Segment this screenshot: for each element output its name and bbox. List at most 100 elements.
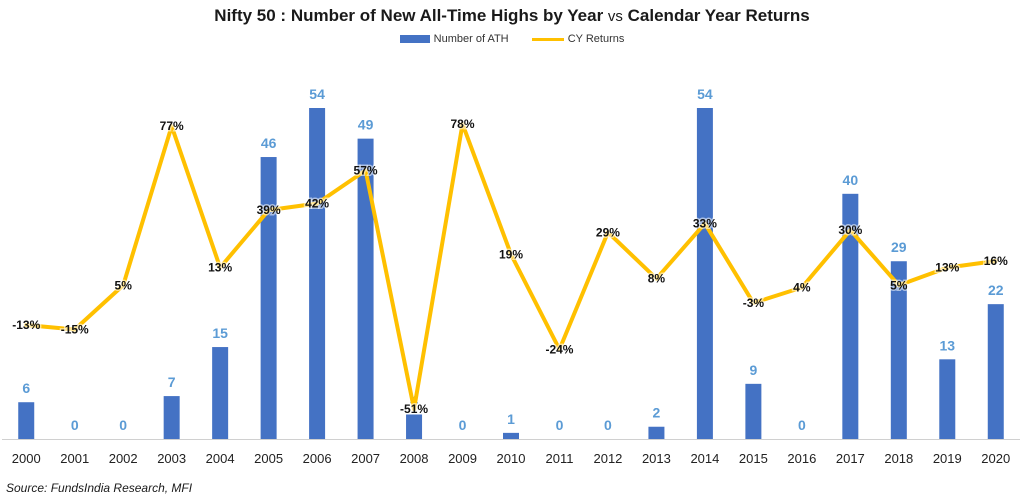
title-rest: Calendar Year Returns — [622, 6, 810, 25]
bar-data-label: 15 — [212, 325, 228, 341]
legend-swatch-returns — [531, 37, 564, 41]
returns-data-label: 5% — [115, 278, 133, 292]
bar-data-label: 0 — [71, 417, 79, 433]
bar — [842, 193, 859, 439]
bar — [503, 432, 519, 439]
title-main: Nifty 50 : Number of New All-Time Highs … — [214, 6, 608, 25]
x-tick-label: 2018 — [884, 451, 913, 466]
returns-point — [460, 122, 465, 126]
bar-data-label: 40 — [843, 172, 859, 188]
returns-point — [169, 124, 174, 129]
returns-point — [654, 276, 659, 281]
returns-data-label: -3% — [743, 296, 765, 310]
x-tick-label: 2014 — [690, 451, 719, 466]
chart-title: Nifty 50 : Number of New All-Time Highs … — [0, 6, 1024, 26]
bar — [890, 261, 907, 439]
x-tick-label: 2016 — [787, 451, 816, 466]
x-tick-label: 2013 — [642, 451, 671, 466]
returns-data-label: -13% — [12, 318, 40, 332]
returns-data-label: 78% — [451, 117, 475, 131]
x-tick-label: 2000 — [12, 451, 41, 466]
returns-data-label: -24% — [545, 342, 573, 356]
bar — [357, 138, 374, 440]
returns-data-label: 39% — [257, 203, 281, 217]
returns-point — [557, 347, 562, 352]
x-tick-label: 2010 — [497, 451, 526, 466]
bar-data-label: 1 — [507, 411, 515, 427]
source-note: Source: FundsIndia Research, MFI — [6, 481, 193, 495]
x-tick-label: 2004 — [206, 451, 235, 466]
bar-data-label: 0 — [798, 417, 806, 433]
returns-data-label: 30% — [838, 223, 862, 237]
returns-data-label: 8% — [648, 272, 666, 286]
returns-data-label: -51% — [400, 402, 428, 416]
returns-data-label: 13% — [935, 261, 959, 275]
x-tick-label: 2006 — [303, 451, 332, 466]
returns-point — [363, 168, 368, 173]
returns-point — [945, 265, 950, 270]
returns-point — [702, 221, 707, 226]
returns-point — [848, 228, 853, 233]
legend-label-ath: Number of ATH — [433, 33, 509, 46]
x-tick-label: 2002 — [109, 451, 138, 466]
bar — [648, 426, 665, 439]
bar-data-label: 54 — [697, 86, 713, 102]
bar-data-label: 22 — [988, 282, 1004, 298]
bar-data-label: 46 — [261, 135, 277, 151]
returns-point — [799, 285, 804, 290]
bar-data-label: 54 — [309, 86, 325, 102]
bar — [309, 108, 326, 439]
legend-label-returns: CY Returns — [567, 33, 625, 46]
returns-data-label: 4% — [793, 280, 811, 294]
bar-data-label: 49 — [358, 117, 374, 133]
x-tick-label: 2005 — [254, 451, 283, 466]
x-tick-label: 2001 — [60, 451, 89, 466]
returns-data-label: 13% — [208, 261, 232, 275]
returns-point — [412, 407, 417, 411]
bar — [212, 347, 229, 439]
bar — [260, 157, 277, 439]
bar — [987, 304, 1004, 439]
returns-data-label: 19% — [499, 247, 523, 261]
bar-data-label: 6 — [22, 380, 30, 396]
bar — [18, 402, 35, 439]
bar-data-label: 0 — [556, 417, 564, 433]
returns-point — [72, 327, 77, 332]
legend-swatch-ath — [399, 35, 430, 44]
bar — [745, 383, 762, 439]
returns-point — [218, 265, 223, 270]
returns-data-label: -15% — [61, 322, 89, 336]
returns-point — [605, 230, 610, 235]
returns-data-label: 33% — [693, 216, 717, 230]
returns-data-label: 29% — [596, 225, 620, 239]
x-tick-label: 2011 — [545, 451, 573, 466]
bar — [406, 414, 423, 439]
returns-data-label: 42% — [305, 197, 329, 211]
x-tick-label: 2012 — [593, 451, 622, 466]
bar-data-label: 7 — [168, 374, 176, 390]
legend-item-returns: CY Returns — [531, 33, 625, 46]
returns-point — [751, 300, 756, 305]
bar-data-label: 13 — [939, 337, 955, 353]
title-vs: vs — [607, 8, 623, 25]
x-tick-label: 2009 — [448, 451, 477, 466]
bar-data-label: 0 — [459, 417, 467, 433]
returns-point — [509, 252, 513, 257]
bar-data-label: 9 — [749, 362, 757, 378]
returns-point — [266, 208, 271, 213]
returns-point — [24, 323, 29, 328]
returns-point — [896, 283, 901, 288]
returns-data-label: 5% — [890, 278, 908, 292]
bar-data-label: 0 — [604, 417, 612, 433]
bar — [939, 359, 956, 439]
returns-data-label: 16% — [984, 254, 1008, 268]
bar-data-label: 29 — [891, 239, 907, 255]
returns-data-label: 77% — [160, 119, 184, 133]
bar-data-label: 0 — [119, 417, 127, 433]
x-tick-label: 2017 — [836, 451, 865, 466]
legend-item-ath: Number of ATH — [399, 33, 509, 46]
x-tick-label: 2008 — [400, 451, 429, 466]
x-tick-label: 2003 — [157, 451, 186, 466]
returns-point — [121, 283, 126, 288]
